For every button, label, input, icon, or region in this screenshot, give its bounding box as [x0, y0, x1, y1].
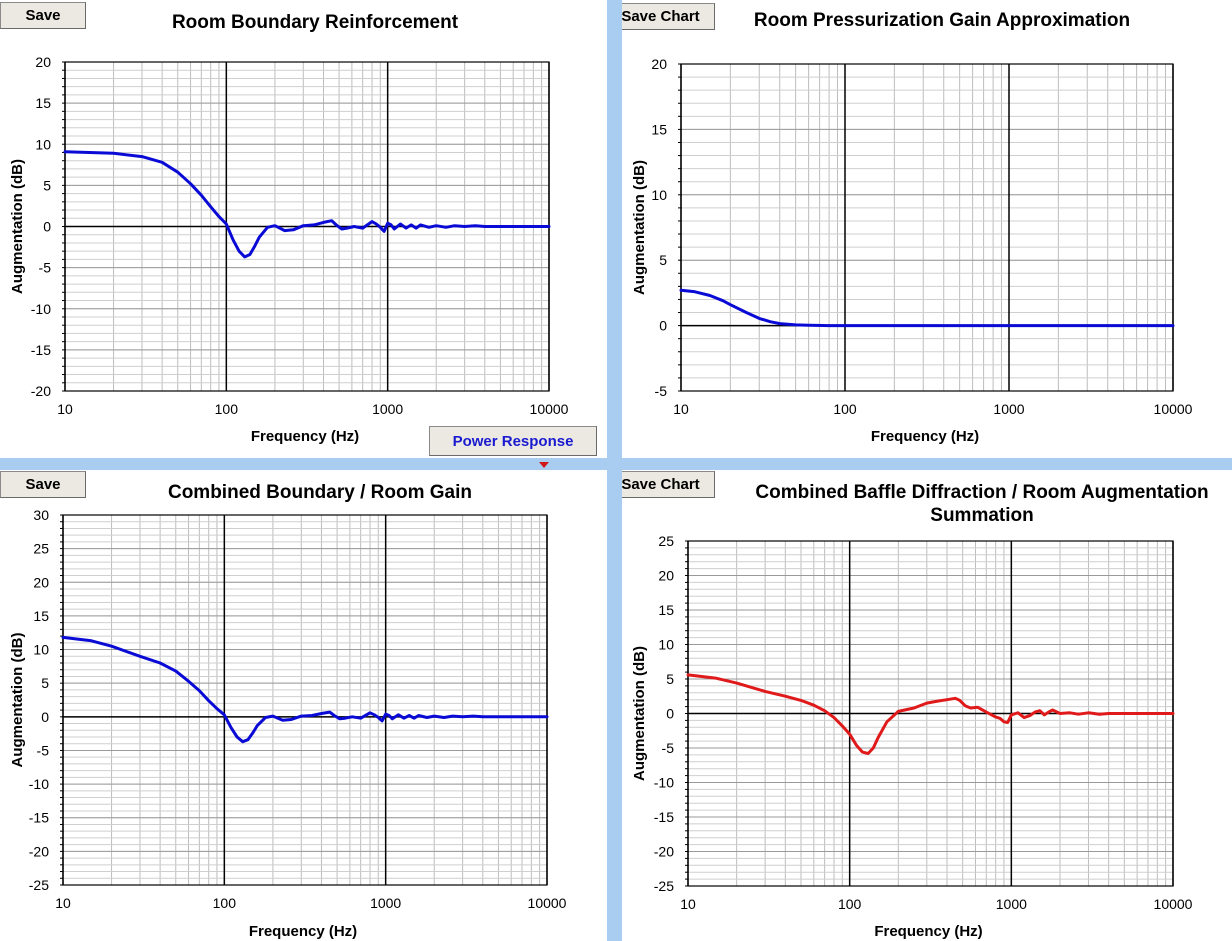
combined-boundary-chart: -25 -20 -15 -10 -5 0 5 10 15 20 25 30 10 100 1000 10000…: [9, 507, 567, 940]
y-tick-label: 5: [41, 675, 49, 691]
y-axis-label: Augmentation (dB): [9, 633, 26, 768]
x-tick-label: 1000: [372, 401, 403, 417]
y-tick-label: 10: [33, 642, 49, 658]
x-axis-label: Frequency (Hz): [871, 428, 979, 445]
y-tick-label: 0: [41, 709, 49, 725]
y-tick-label: 30: [33, 507, 49, 523]
x-tick-label: 1000: [993, 401, 1024, 417]
y-tick-label: -15: [29, 810, 49, 826]
series-line: [686, 673, 1175, 755]
x-tick-label: 10: [680, 896, 696, 912]
y-tick-label: 10: [651, 187, 667, 203]
cell-comment-marker: [539, 462, 549, 468]
y-tick-label: 20: [33, 574, 49, 590]
y-tick-label: -20: [29, 843, 49, 859]
x-tick-label: 10000: [528, 895, 567, 911]
x-tick-label: 10: [55, 895, 71, 911]
x-axis-label: Frequency (Hz): [249, 923, 357, 940]
power-response-button[interactable]: Power Response: [429, 426, 597, 456]
chart-title: Room Boundary Reinforcement: [171, 12, 459, 33]
y-tick-label: 10: [35, 136, 51, 152]
save-chart-button[interactable]: Save Chart: [622, 471, 715, 498]
y-tick-label: 0: [666, 706, 674, 722]
save-button[interactable]: Save: [0, 2, 86, 29]
y-tick-label: 20: [658, 568, 674, 584]
y-tick-label: -10: [29, 776, 49, 792]
y-tick-label: 5: [43, 177, 51, 193]
y-tick-label: 10: [658, 637, 674, 653]
y-tick-label: -5: [37, 742, 50, 758]
x-tick-label: 100: [215, 401, 239, 417]
chart-title: Room Pressurization Gain Approximation: [753, 10, 1131, 31]
x-tick-label: 10000: [1154, 896, 1193, 912]
y-tick-label: -25: [29, 877, 49, 893]
y-tick-label: -5: [655, 383, 668, 399]
y-tick-label: -10: [654, 775, 674, 791]
x-axis-label: Frequency (Hz): [874, 923, 982, 940]
combined-baffle-chart: -25 -20 -15 -10 -5 0 5 10 15 20 25 10 100 1000 10000 Fr…: [631, 533, 1193, 940]
y-tick-label: 0: [43, 219, 51, 235]
x-tick-label: 10: [673, 401, 689, 417]
y-tick-label: 15: [35, 95, 51, 111]
y-tick-label: -20: [31, 383, 51, 399]
x-tick-label: 100: [838, 896, 862, 912]
x-tick-label: 10: [57, 401, 73, 417]
x-tick-label: 10000: [530, 401, 569, 417]
x-tick-label: 100: [213, 895, 237, 911]
panel-room-pressurization: Save Chart Room Pressurization Gain Appr…: [622, 0, 1232, 458]
series-line: [679, 288, 1175, 328]
room-boundary-chart: -20 -15 -10 -5 0 5 10 15 20 10 100 1000 10000 Frequen…: [9, 54, 569, 445]
plot-area: [680, 63, 1174, 392]
y-tick-label: 20: [35, 54, 51, 70]
y-tick-label: 15: [651, 121, 667, 137]
y-tick-label: -25: [654, 878, 674, 894]
panel-combined-boundary: Save Combined Boundary / Room Gain -25 -2…: [0, 470, 607, 941]
y-tick-label: 25: [33, 541, 49, 557]
series-line: [63, 150, 551, 259]
room-pressurization-chart: -5 0 5 10 15 20 10 100 1000 10000 Frequency (Hz) Au…: [631, 56, 1193, 445]
y-tick-label: -10: [31, 301, 51, 317]
x-tick-label: 10000: [1154, 401, 1193, 417]
y-tick-label: -5: [39, 260, 52, 276]
x-tick-label: 1000: [996, 896, 1027, 912]
chart-title: Combined Baffle Diffraction / Room Augme…: [755, 482, 1209, 526]
series-line: [61, 635, 549, 744]
y-axis-label: Augmentation (dB): [631, 646, 648, 781]
y-tick-label: -5: [662, 740, 675, 756]
panel-combined-baffle: Save Chart Combined Baffle Diffraction /…: [622, 470, 1232, 941]
y-tick-label: 5: [666, 671, 674, 687]
y-tick-label: -15: [31, 342, 51, 358]
y-tick-label: 5: [659, 252, 667, 268]
y-axis-label: Augmentation (dB): [9, 159, 26, 294]
y-tick-label: 15: [33, 608, 49, 624]
plot-area: [62, 514, 548, 886]
x-axis-label: Frequency (Hz): [251, 428, 359, 445]
y-tick-label: 20: [651, 56, 667, 72]
panel-room-boundary: Save Room Boundary Reinforcement -20 -15-…: [0, 0, 607, 458]
y-tick-label: 25: [658, 533, 674, 549]
save-chart-button[interactable]: Save Chart: [622, 3, 715, 30]
save-button[interactable]: Save: [0, 471, 86, 498]
y-tick-label: -15: [654, 809, 674, 825]
x-tick-label: 100: [833, 401, 857, 417]
y-tick-label: 15: [658, 602, 674, 618]
y-tick-label: -20: [654, 844, 674, 860]
y-axis-label: Augmentation (dB): [631, 160, 648, 295]
x-tick-label: 1000: [370, 895, 401, 911]
y-tick-label: 0: [659, 318, 667, 334]
chart-title: Combined Boundary / Room Gain: [167, 482, 472, 503]
